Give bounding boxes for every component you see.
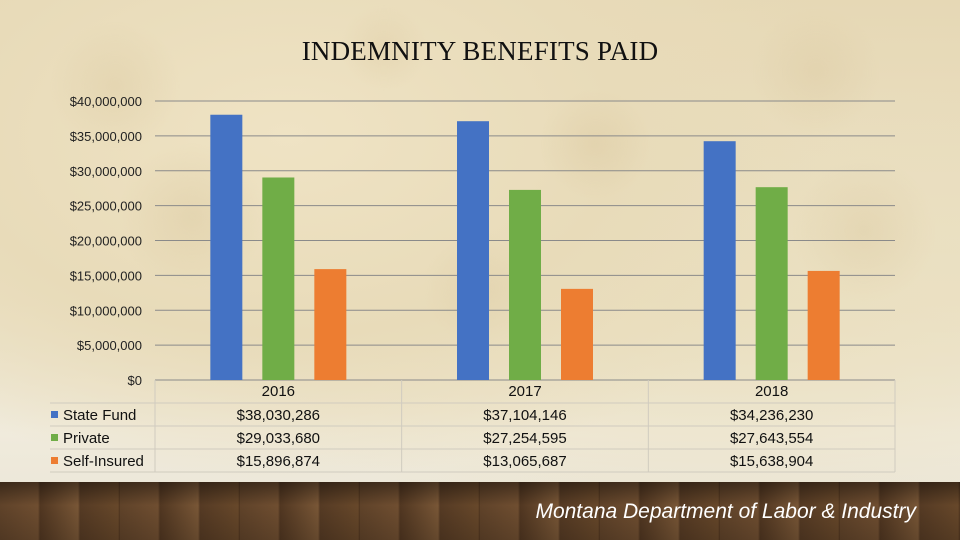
legend-swatch-private [51,434,58,441]
legend-swatch-state-fund [51,411,58,418]
bar-state-fund-2016 [210,114,243,380]
data-label-private-2017: $27,254,595 [483,430,566,447]
legend-label-self-insured: Self-Insured [63,453,144,470]
y-tick-label-1: $5,000,000 [77,338,142,353]
wood-floor-shade [0,482,960,540]
bar-self-insured-2016 [314,269,347,380]
legend-label-private: Private [63,430,110,447]
data-label-state-fund-2017: $37,104,146 [483,407,566,424]
bar-state-fund-2017 [457,121,489,380]
data-label-state-fund-2018: $34,236,230 [730,407,813,424]
category-label-2016: 2016 [262,383,295,400]
legend-label-state-fund: State Fund [63,407,136,424]
wood-floor [0,482,960,540]
footer-credit: Montana Department of Labor & Industry [535,500,916,523]
data-label-private-2018: $27,643,554 [730,430,813,447]
bar-chart: $0 $5,000,000 $10,000,000 $15,000,000 $20,00… [50,94,896,473]
bar-private-2017 [509,189,541,380]
legend-swatch-self-insured [51,457,58,464]
category-label-2018: 2018 [755,383,788,400]
data-label-self-insured-2016: $15,896,874 [237,453,320,470]
y-tick-label-0: $0 [128,373,142,388]
bar-self-insured-2018 [807,270,840,380]
y-tick-label-3: $15,000,000 [70,268,142,283]
y-tick-label-7: $35,000,000 [70,129,142,144]
bar-self-insured-2017 [561,288,593,380]
y-tick-label-6: $30,000,000 [70,164,142,179]
data-label-self-insured-2017: $13,065,687 [483,453,566,470]
data-label-state-fund-2016: $38,030,286 [237,407,320,424]
bar-private-2018 [755,187,788,380]
bar-state-fund-2018 [703,141,736,380]
category-label-2017: 2017 [508,383,541,400]
y-tick-label-4: $20,000,000 [70,234,142,249]
y-tick-label-2: $10,000,000 [70,303,142,318]
chart-title: INDEMNITY BENEFITS PAID [301,36,659,66]
data-label-self-insured-2018: $15,638,904 [730,453,813,470]
y-tick-label-5: $25,000,000 [70,199,142,214]
data-label-private-2016: $29,033,680 [237,430,320,447]
y-tick-label-8: $40,000,000 [70,94,142,109]
bar-private-2016 [262,177,295,380]
